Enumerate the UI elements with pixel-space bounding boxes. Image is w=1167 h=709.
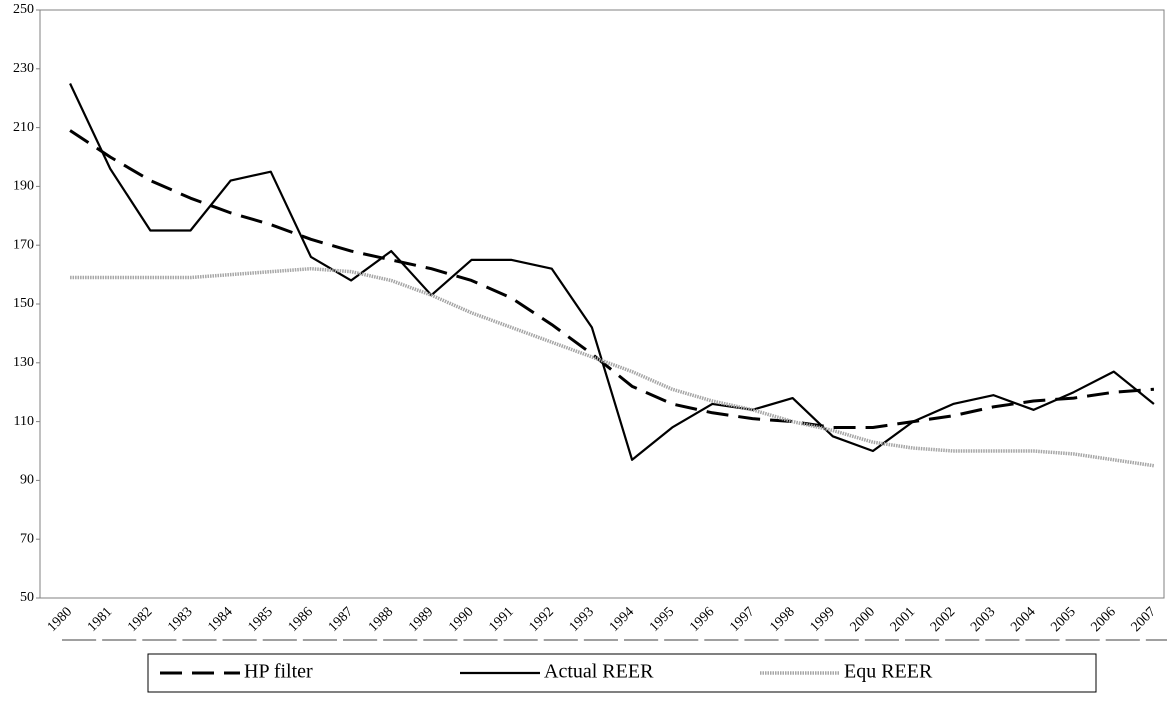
x-tick-label: 2005 (1048, 604, 1078, 634)
plot-frame (39, 9, 1165, 599)
x-tick-label: 1985 (245, 604, 275, 634)
y-tick-label: 150 (13, 296, 34, 311)
y-tick-label: 190 (13, 179, 34, 194)
x-tick-label: 1997 (727, 604, 757, 634)
x-tick-label: 2000 (848, 604, 878, 634)
x-tick-label: 1992 (526, 604, 556, 634)
y-tick-label: 130 (13, 355, 34, 370)
legend-box (147, 653, 1097, 693)
x-tick-label: 1998 (767, 604, 797, 634)
x-tick-label: 1994 (607, 604, 637, 634)
legend-label: HP filter (244, 661, 313, 683)
y-tick-label: 210 (13, 120, 34, 135)
y-tick-label: 110 (14, 414, 34, 429)
x-tick-label: 2001 (888, 604, 918, 634)
x-tick-label: 1999 (807, 604, 837, 634)
legend-label: Actual REER (544, 661, 654, 683)
x-tick-label: 1993 (567, 604, 597, 634)
y-tick-label: 230 (13, 61, 34, 76)
series-line (69, 83, 1155, 461)
x-tick-label: 1987 (326, 604, 356, 634)
x-tick-label: 1988 (366, 604, 396, 634)
x-tick-label: 2002 (928, 604, 958, 634)
x-tick-label: 1982 (125, 604, 155, 634)
x-tick-label: 1984 (205, 604, 235, 634)
x-tick-label: 1991 (486, 604, 516, 634)
series-line (69, 129, 1155, 429)
legend-label: Equ REER (844, 661, 933, 683)
y-tick-label: 70 (20, 531, 34, 546)
x-tick-label: 1995 (647, 604, 677, 634)
y-tick-label: 170 (13, 237, 34, 252)
x-tick-label: 1983 (165, 604, 195, 634)
x-tick-label: 2003 (968, 604, 998, 634)
y-tick-label: 250 (13, 2, 34, 17)
x-tick-label: 2006 (1088, 604, 1118, 634)
x-tick-label: 1990 (446, 604, 476, 634)
x-tick-label: 2004 (1008, 604, 1038, 634)
x-tick-label: 2007 (1129, 604, 1159, 634)
x-tick-label: 1980 (45, 604, 75, 634)
x-tick-label: 1989 (406, 604, 436, 634)
y-tick-label: 50 (20, 590, 34, 605)
y-tick-label: 90 (20, 473, 34, 488)
x-tick-label: 1986 (286, 604, 316, 634)
series-line (70, 266, 1155, 468)
x-tick-label: 1981 (85, 604, 115, 634)
x-tick-label: 1996 (687, 604, 717, 634)
